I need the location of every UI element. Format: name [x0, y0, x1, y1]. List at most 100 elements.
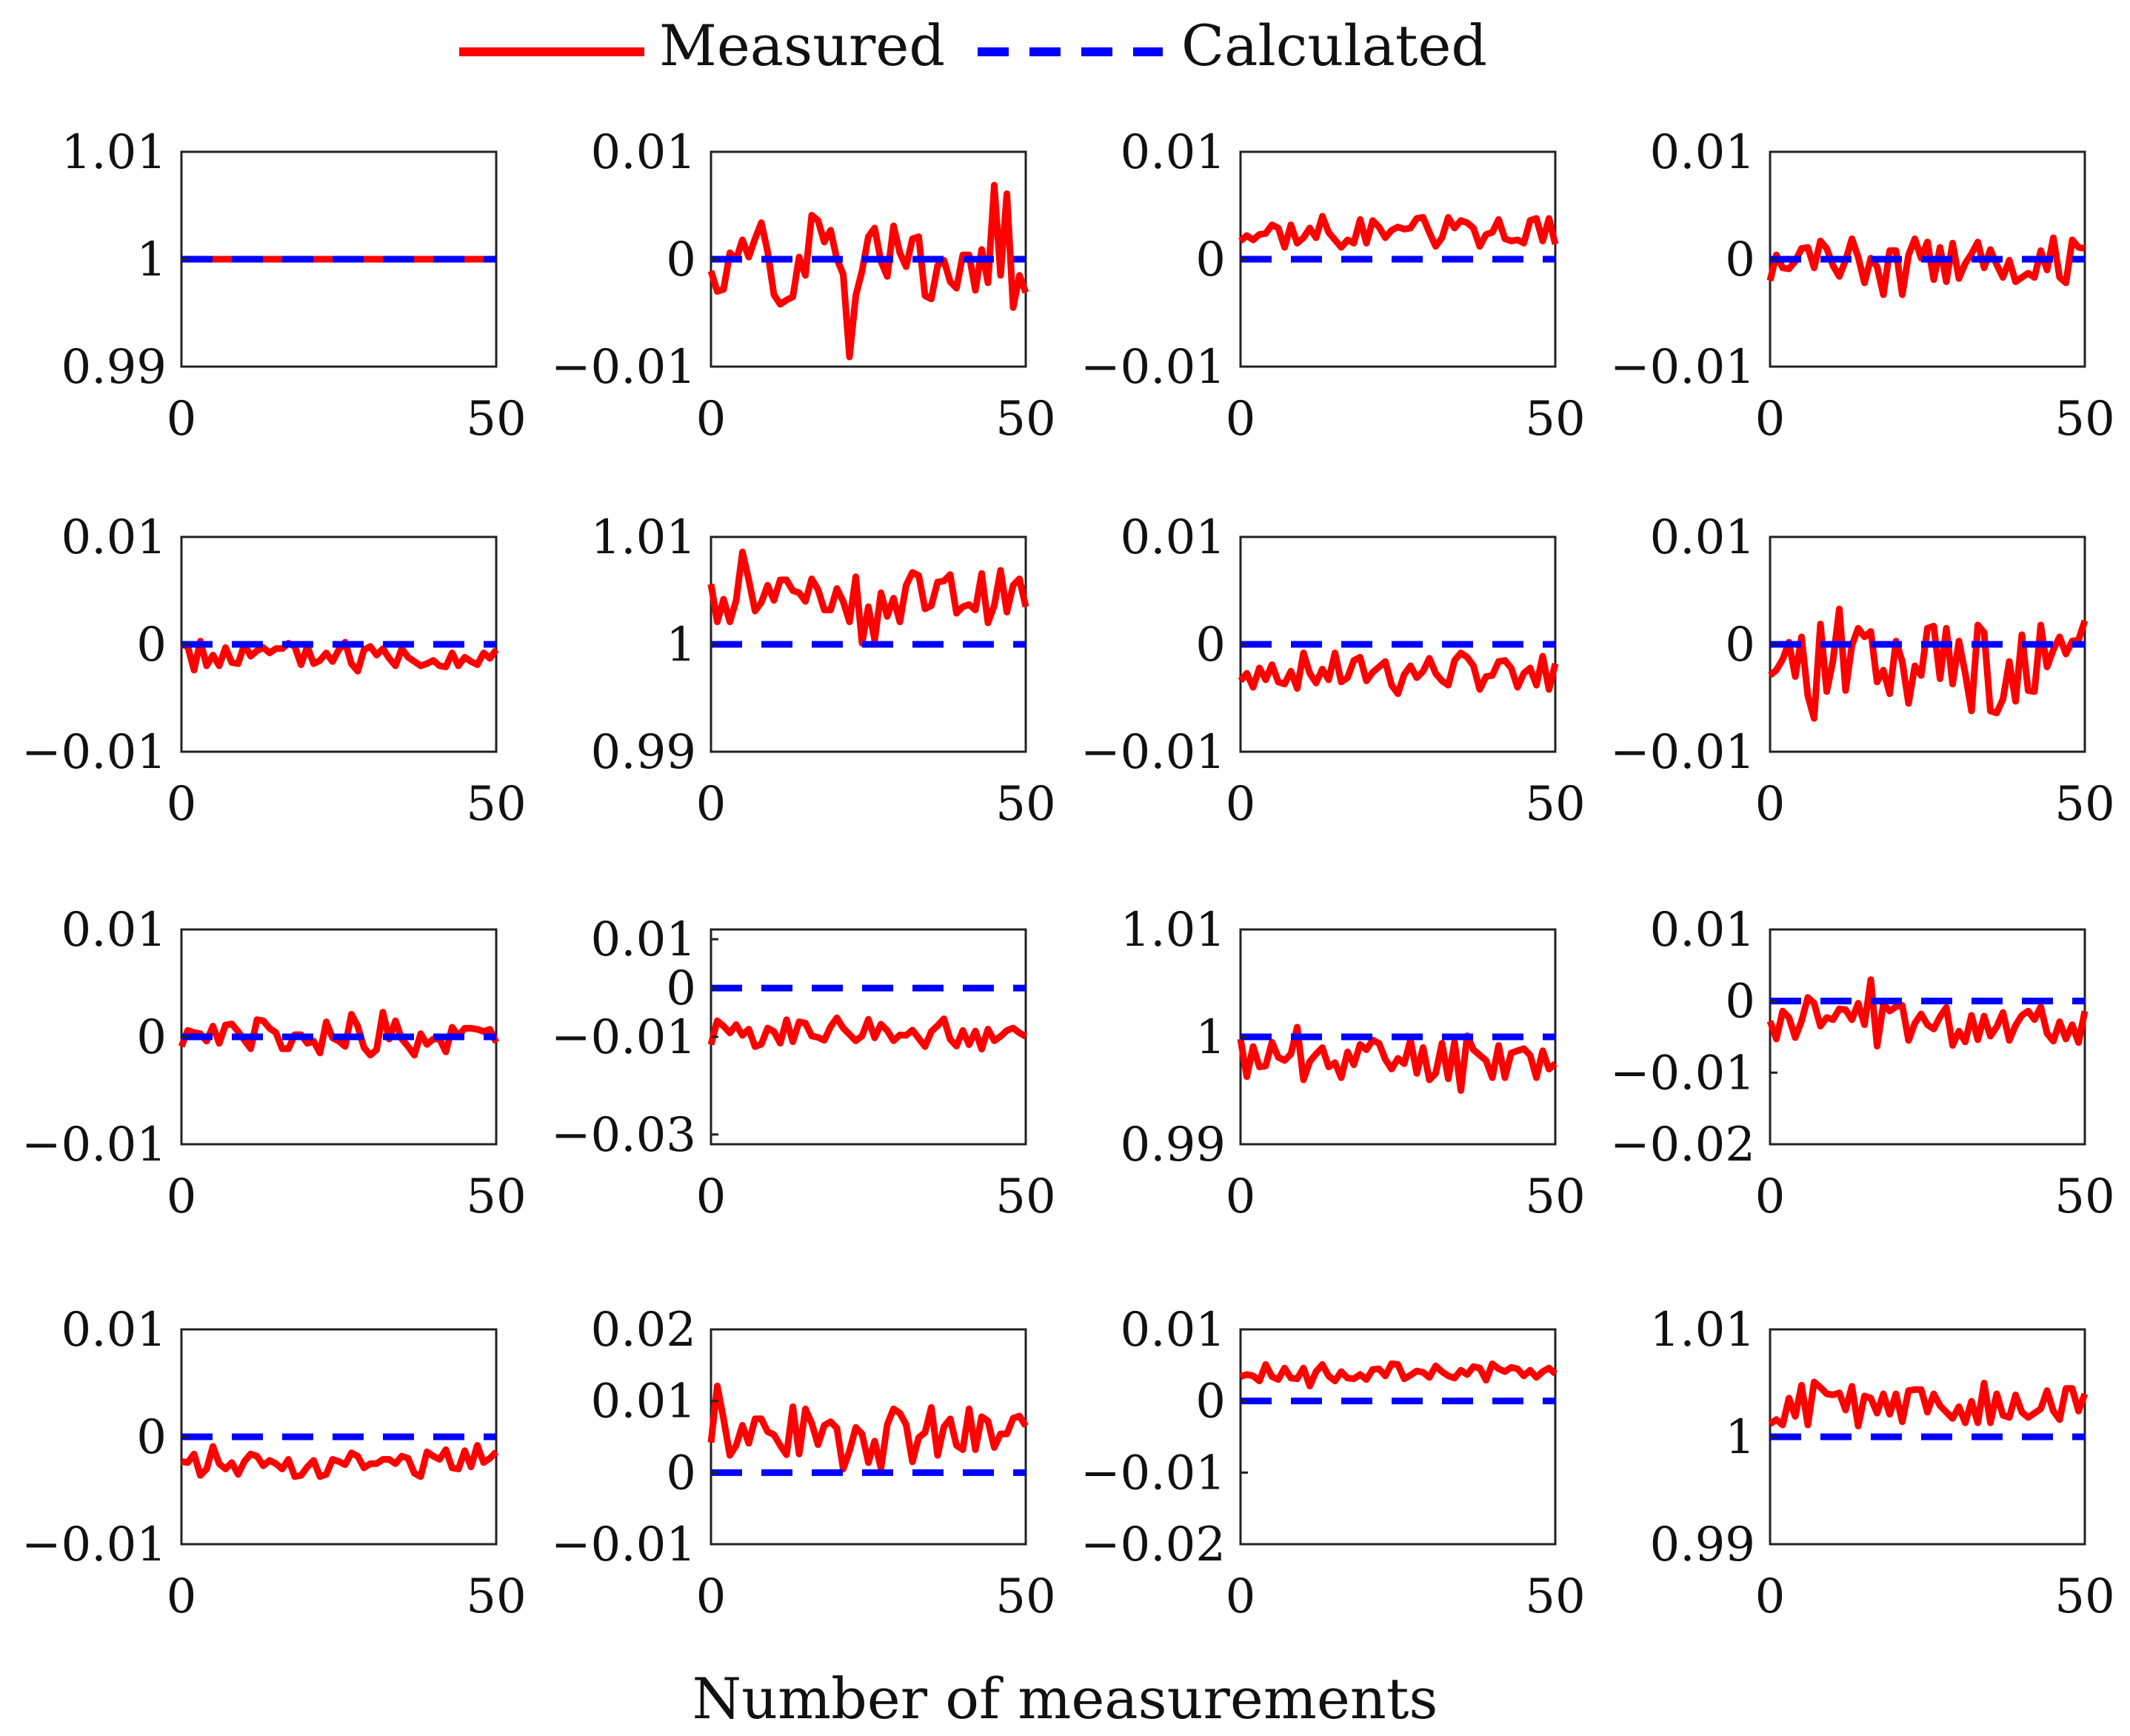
y-tick-label: 0.01	[61, 1303, 167, 1358]
y-tick-label: 0.01	[1650, 125, 1756, 180]
x-tick-label: 50	[1525, 392, 1585, 447]
y-tick-label: −0.01	[1610, 725, 1755, 780]
subplot-1: 0.99 1 1.01 0 50	[61, 125, 527, 447]
plot-frame	[1769, 928, 2086, 1146]
y-tick-label: 0	[1725, 975, 1755, 1029]
y-tick-label: 0.01	[1121, 125, 1226, 180]
y-tick-label: −0.01	[1081, 725, 1226, 780]
subplot-6: 0.99 1 1.01 0 50	[591, 510, 1056, 832]
y-tick-label: 0.99	[1650, 1518, 1756, 1572]
series-measured-line	[1238, 213, 1559, 251]
y-tick-label: 0.01	[1650, 510, 1756, 565]
y-tick-label: 0	[1195, 618, 1226, 672]
y-tick-label: −0.01	[551, 1010, 696, 1065]
x-tick-label: 50	[2054, 392, 2114, 447]
y-tick-label: 0.99	[61, 340, 167, 395]
y-tick-label: −0.01	[21, 725, 167, 780]
y-tick-label: 1.01	[61, 125, 167, 180]
y-tick-label: 0	[666, 233, 696, 287]
y-tick-label: 0.01	[61, 903, 167, 958]
x-tick-label: 50	[1525, 1569, 1585, 1624]
series-measured-line	[707, 1382, 1029, 1472]
x-axis-title: Number of measurements	[692, 1666, 1438, 1732]
y-tick-label: 1.01	[591, 510, 697, 565]
y-tick-label: 0	[136, 1010, 167, 1065]
x-tick-label: 50	[1525, 777, 1585, 832]
y-tick-label: −0.01	[1081, 340, 1226, 395]
y-tick-label: −0.01	[21, 1118, 167, 1172]
x-tick-label: 50	[995, 392, 1055, 447]
series-measured-line	[181, 1442, 499, 1480]
x-tick-label: 0	[1226, 1169, 1256, 1224]
y-tick-label: 0.01	[591, 125, 697, 180]
x-tick-label: 0	[1755, 777, 1786, 832]
y-tick-label: 1	[136, 233, 167, 287]
y-tick-label: −0.01	[551, 1518, 696, 1572]
y-tick-label: 0.01	[1121, 1303, 1226, 1358]
y-tick-label: 1	[1725, 1410, 1755, 1465]
y-tick-label: −0.01	[551, 340, 696, 395]
x-tick-label: 0	[167, 1569, 197, 1624]
series-measured-line	[707, 548, 1029, 647]
x-tick-label: 0	[696, 777, 727, 832]
series-measured-line	[1768, 1378, 2089, 1429]
legend-measured-label: Measured	[659, 13, 945, 79]
y-tick-label: −0.01	[1081, 1446, 1226, 1500]
y-tick-label: 1.01	[1650, 1303, 1756, 1358]
series-measured-line	[1766, 234, 2086, 298]
y-tick-label: 0.01	[1121, 510, 1226, 565]
x-tick-label: 0	[696, 1569, 727, 1624]
legend: Measured Calculated	[459, 13, 1487, 79]
y-tick-label: 1.01	[1121, 903, 1226, 958]
x-tick-label: 0	[1755, 1569, 1786, 1624]
y-tick-label: 0.01	[1650, 903, 1756, 958]
y-tick-label: 0.99	[1121, 1118, 1226, 1172]
x-tick-label: 50	[2054, 777, 2114, 832]
x-tick-label: 50	[1525, 1169, 1585, 1224]
series-measured-line	[707, 181, 1029, 361]
y-tick-label: −0.01	[21, 1518, 167, 1572]
x-tick-label: 50	[995, 777, 1055, 832]
y-tick-label: −0.02	[1610, 1118, 1755, 1172]
series-measured-line	[707, 1014, 1028, 1052]
y-tick-label: 0.02	[591, 1303, 697, 1358]
series-measured-line	[1238, 650, 1559, 698]
x-tick-label: 50	[466, 392, 526, 447]
y-tick-label: 0	[1195, 233, 1226, 287]
x-tick-label: 50	[995, 1569, 1055, 1624]
series-measured-line	[180, 638, 499, 675]
y-tick-label: 0.01	[61, 510, 167, 565]
y-tick-label: 0	[1725, 618, 1755, 672]
y-tick-label: 0.99	[591, 725, 697, 780]
y-tick-label: −0.02	[1081, 1518, 1226, 1572]
series-measured-line	[1237, 1024, 1558, 1094]
y-tick-label: 0	[136, 618, 167, 672]
subplot-16: 0.99 1 1.01 0 50	[1650, 1303, 2115, 1624]
legend-calculated-label: Calculated	[1181, 13, 1487, 79]
y-tick-label: 0	[1195, 1375, 1226, 1429]
subplot-11: 0.99 1 1.01 0 50	[1121, 903, 1586, 1224]
x-tick-label: 0	[1755, 392, 1786, 447]
x-tick-label: 0	[1226, 777, 1256, 832]
x-tick-label: 0	[696, 1169, 727, 1224]
x-tick-label: 50	[2054, 1569, 2114, 1624]
y-tick-label: 1	[1195, 1010, 1226, 1065]
x-tick-label: 50	[995, 1169, 1055, 1224]
y-tick-label: 0	[666, 961, 696, 1016]
y-tick-label: 0	[666, 1446, 696, 1500]
series-measured-line	[178, 1009, 500, 1059]
x-tick-label: 50	[466, 777, 526, 832]
series-measured-line	[1766, 976, 2089, 1050]
x-tick-label: 0	[696, 392, 727, 447]
series-measured-line	[1768, 605, 2089, 722]
x-tick-label: 50	[466, 1169, 526, 1224]
